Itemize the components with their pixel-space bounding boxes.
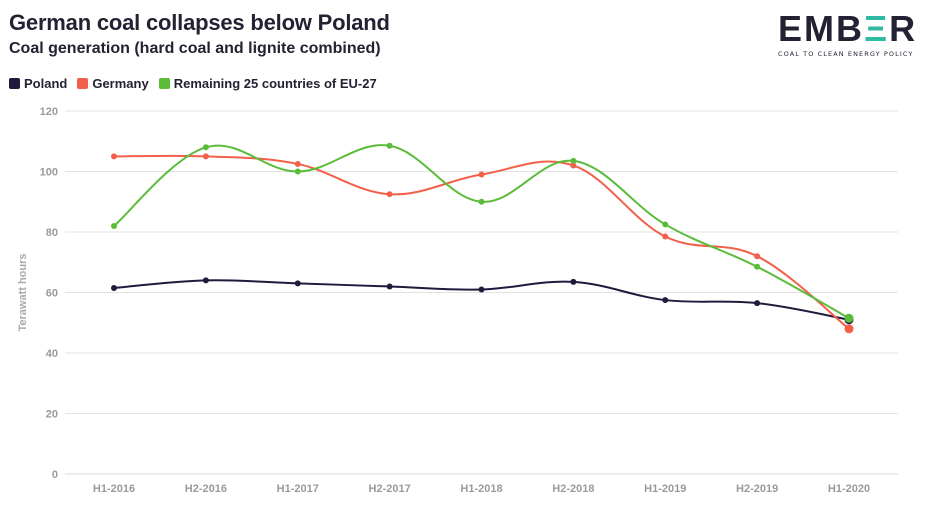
x-tick-label: H2-2016 — [185, 483, 227, 495]
data-point-poland[interactable] — [386, 283, 393, 290]
data-point-germany[interactable] — [754, 253, 761, 260]
data-point-eu[interactable] — [754, 263, 761, 270]
x-tick-label: H2-2017 — [369, 483, 411, 495]
data-point-germany[interactable] — [478, 171, 485, 178]
data-point-poland[interactable] — [294, 280, 301, 287]
data-point-germany[interactable] — [570, 162, 577, 169]
data-point-poland[interactable] — [202, 277, 209, 284]
y-tick-label: 80 — [46, 227, 58, 239]
data-point-eu[interactable] — [111, 222, 117, 229]
data-point-poland[interactable] — [662, 297, 669, 304]
data-point-germany[interactable] — [386, 191, 393, 198]
data-point-germany[interactable] — [844, 324, 854, 334]
y-tick-label: 120 — [40, 106, 58, 118]
x-tick-label: H2-2018 — [552, 483, 594, 495]
data-point-eu[interactable] — [386, 142, 393, 149]
chart-title: German coal collapses below Poland — [9, 10, 390, 35]
data-point-poland[interactable] — [754, 300, 761, 307]
x-tick-label: H1-2016 — [93, 483, 135, 495]
legend-swatch-eu — [158, 78, 170, 89]
data-point-poland[interactable] — [111, 284, 117, 291]
legend-item-eu[interactable]: Remaining 25 countries of EU-27 — [158, 76, 377, 91]
data-point-eu[interactable] — [570, 157, 577, 164]
data-point-germany[interactable] — [202, 153, 209, 160]
x-tick-label: H1-2019 — [644, 483, 686, 495]
x-tick-label: H1-2017 — [277, 483, 319, 495]
data-point-eu[interactable] — [844, 313, 854, 323]
logo-e-mark: Ξ — [864, 8, 890, 49]
y-tick-label: 40 — [46, 348, 58, 360]
x-tick-label: H2-2019 — [736, 483, 778, 495]
data-point-germany[interactable] — [662, 233, 669, 240]
data-point-eu[interactable] — [202, 144, 209, 151]
x-tick-label: H1-2018 — [460, 483, 502, 495]
ember-logo: EMBΞR COAL TO CLEAN ENERGY POLICY — [778, 10, 918, 59]
data-point-eu[interactable] — [294, 168, 301, 175]
x-tick-label: H1-2020 — [828, 483, 870, 495]
legend: Poland Germany Remaining 25 countries of… — [9, 76, 377, 91]
data-point-eu[interactable] — [478, 198, 485, 205]
legend-swatch-poland — [9, 78, 20, 89]
y-tick-label: 0 — [52, 469, 58, 481]
data-point-eu[interactable] — [662, 221, 669, 228]
logo-tagline: COAL TO CLEAN ENERGY POLICY — [778, 50, 914, 58]
data-point-poland[interactable] — [478, 286, 485, 293]
chart-subtitle: Coal generation (hard coal and lignite c… — [9, 40, 381, 57]
y-tick-label: 20 — [46, 409, 58, 421]
legend-label-germany: Germany — [92, 76, 149, 91]
data-point-poland[interactable] — [570, 278, 577, 285]
logo-word-part1: EMB — [778, 8, 864, 49]
legend-item-poland[interactable]: Poland — [9, 76, 67, 91]
y-tick-label: 100 — [40, 167, 58, 179]
series-line-poland — [113, 279, 850, 321]
logo-word-part2: R — [889, 8, 918, 49]
y-axis-label: Terawatt hours — [17, 253, 29, 331]
legend-label-poland: Poland — [24, 76, 68, 91]
logo-wordmark: EMBΞR — [778, 10, 918, 48]
axis-labels: 0 20 40 60 80 100 120 H1-2016 H2-2016 H1-2017 H2-2… — [40, 106, 870, 495]
legend-label-eu: Remaining 25 countries of EU-27 — [173, 76, 377, 91]
data-point-germany[interactable] — [294, 160, 301, 167]
data-point-germany[interactable] — [111, 153, 117, 160]
y-tick-label: 60 — [46, 288, 58, 300]
legend-item-germany[interactable]: Germany — [77, 76, 149, 91]
series-line-germany — [113, 154, 850, 330]
series-lines — [111, 142, 854, 334]
grid-lines — [65, 110, 898, 475]
legend-swatch-germany — [77, 78, 89, 89]
